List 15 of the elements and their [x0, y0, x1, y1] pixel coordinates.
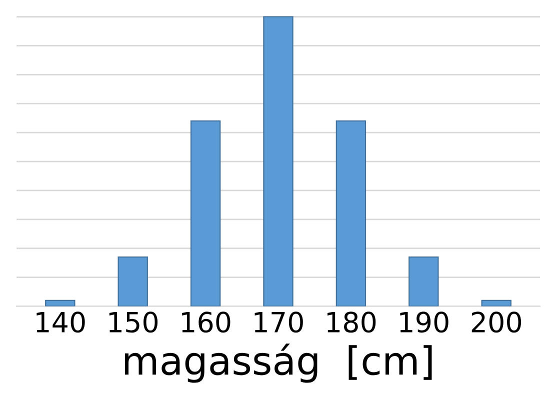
x-tick-label: 160 — [182, 312, 230, 333]
bar — [336, 120, 366, 306]
bar — [45, 300, 76, 306]
bar — [190, 120, 221, 306]
bar — [481, 300, 512, 306]
x-tick-label: 150 — [109, 312, 158, 333]
x-tick-label: 170 — [254, 312, 303, 333]
x-tick-label: 140 — [36, 312, 85, 333]
x-tick-label: 180 — [327, 312, 376, 333]
x-tick-label: 200 — [472, 312, 522, 333]
bar — [408, 256, 439, 306]
x-tick-label: 190 — [400, 312, 448, 333]
bar — [118, 256, 148, 306]
x-axis-title: magasság [cm] — [124, 344, 432, 383]
bar — [263, 16, 294, 306]
